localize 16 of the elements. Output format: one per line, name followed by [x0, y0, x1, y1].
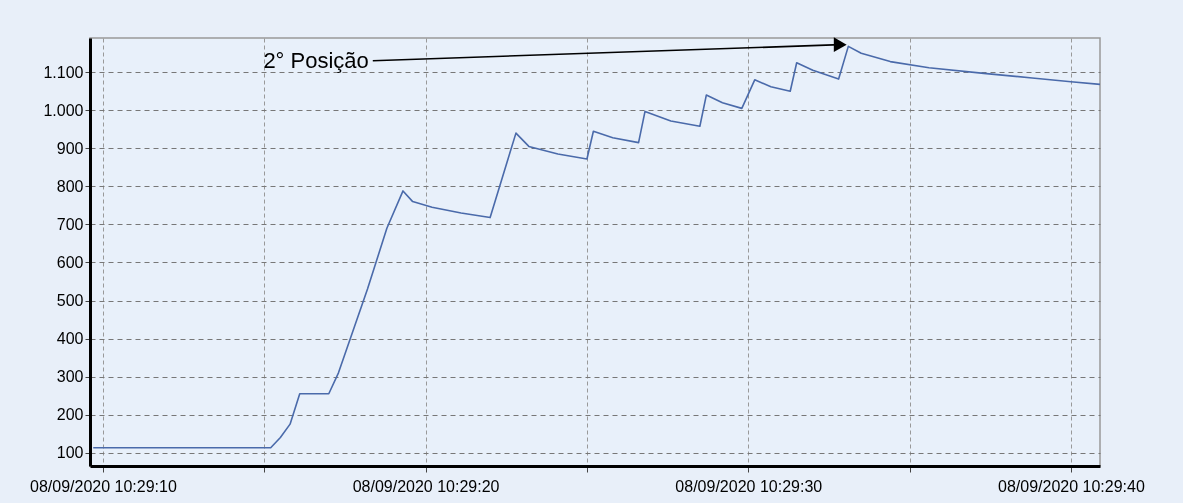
x-tick-label: 08/09/2020 10:29:10: [30, 477, 177, 495]
y-tick-label: 900: [56, 139, 84, 157]
x-tick-label: 08/09/2020 10:29:20: [352, 477, 500, 495]
y-tick-label: 500: [56, 292, 84, 310]
y-tick-label: 1.100: [43, 63, 84, 81]
x-tick-label: 08/09/2020 10:29:30: [675, 477, 823, 495]
y-tick-label: 400: [56, 330, 84, 348]
annotation: 2° Posição: [263, 47, 369, 73]
y-tick-label: 300: [56, 368, 84, 386]
y-tick-label: 100: [56, 444, 84, 462]
y-tick-label: 800: [56, 177, 84, 195]
y-tick-label: 700: [56, 215, 84, 233]
y-tick-label: 200: [56, 406, 84, 424]
x-tick-label: 08/09/2020 10:29:40: [998, 477, 1145, 495]
y-tick-label: 600: [56, 253, 84, 271]
y-tick-label: 1.000: [43, 101, 84, 119]
